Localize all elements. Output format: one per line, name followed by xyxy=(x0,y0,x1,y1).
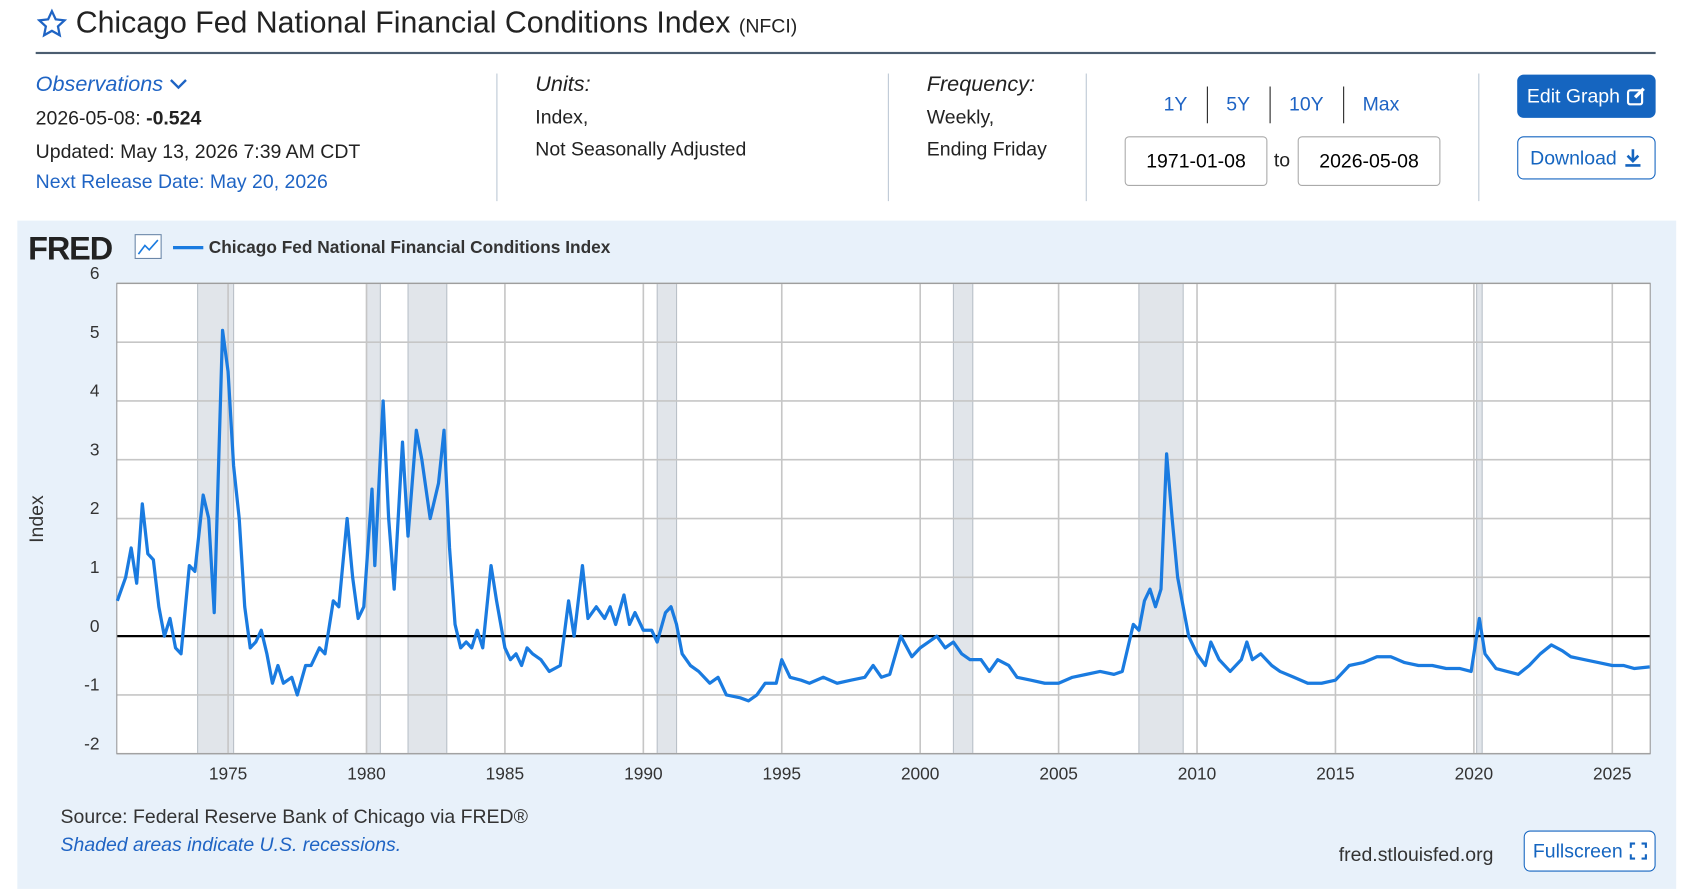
fullscreen-button[interactable]: Fullscreen xyxy=(1523,830,1656,872)
range-1y[interactable]: 1Y xyxy=(1163,93,1188,115)
title: Chicago Fed National Financial Condition… xyxy=(76,5,798,40)
y-tick-label: 2 xyxy=(90,498,100,518)
separator xyxy=(1206,86,1208,124)
series-code: (NFCI) xyxy=(738,15,798,37)
separator xyxy=(887,73,889,202)
y-tick-label: 6 xyxy=(90,263,100,283)
y-tick-label: 5 xyxy=(90,322,100,342)
start-date-input[interactable]: 1971-01-08 xyxy=(1124,136,1268,187)
observations-label[interactable]: Observations xyxy=(35,72,164,97)
end-date-input[interactable]: 2026-05-08 xyxy=(1297,136,1441,187)
source: Source: Federal Reserve Bank of Chicago … xyxy=(61,806,529,828)
title-rule xyxy=(35,51,1656,55)
date-to: to xyxy=(1273,149,1291,171)
range-5y[interactable]: 5Y xyxy=(1226,93,1251,115)
download-button[interactable]: Download xyxy=(1517,136,1656,180)
frequency-line: Ending Friday xyxy=(926,138,1047,161)
x-tick-label: 1995 xyxy=(763,764,801,784)
y-axis-label: Index xyxy=(26,495,48,543)
x-tick-label: 1985 xyxy=(486,764,524,784)
y-tick-label: -2 xyxy=(84,733,99,753)
download-icon xyxy=(1625,149,1641,167)
fullscreen-label[interactable]: Fullscreen xyxy=(1532,839,1623,862)
x-tick-label: 1975 xyxy=(209,764,247,784)
fred-logo: FRED xyxy=(28,231,113,267)
frequency-label: Frequency: xyxy=(926,72,1035,97)
separator xyxy=(1343,86,1345,124)
x-tick-label: 2020 xyxy=(1455,764,1493,784)
y-tick-label: 3 xyxy=(90,439,100,459)
units-label: Units: xyxy=(535,72,591,97)
download-label[interactable]: Download xyxy=(1530,146,1617,169)
series-line xyxy=(115,328,1650,703)
y-tick-label: 0 xyxy=(90,616,100,636)
legend-label: Chicago Fed National Financial Condition… xyxy=(209,237,611,257)
range-max[interactable]: Max xyxy=(1362,93,1400,115)
recession-note: Shaded areas indicate U.S. recessions. xyxy=(61,834,402,856)
site: fred.stlouisfed.org xyxy=(1339,844,1494,866)
separator xyxy=(1085,73,1087,202)
edit-label[interactable]: Edit Graph xyxy=(1526,84,1620,107)
separator xyxy=(496,73,498,202)
units-line: Index, xyxy=(535,105,589,128)
logo-icon xyxy=(134,234,162,259)
x-tick-label: 2010 xyxy=(1178,764,1216,784)
separator xyxy=(1478,73,1480,202)
latest-observation: 2026-05-08: -0.524 xyxy=(36,107,202,130)
x-tick-label: 2015 xyxy=(1316,764,1354,784)
y-tick-label: 4 xyxy=(90,381,100,401)
y-tick-label: -1 xyxy=(84,675,99,695)
range-10y[interactable]: 10Y xyxy=(1289,93,1324,115)
observations-toggle[interactable]: Observations xyxy=(36,72,189,97)
units-line: Not Seasonally Adjusted xyxy=(535,138,747,161)
updated: Updated: May 13, 2026 7:39 AM CDT xyxy=(35,140,361,163)
x-tick-label: 2025 xyxy=(1593,764,1631,784)
x-tick-label: 2005 xyxy=(1039,764,1077,784)
edit-graph-button[interactable]: Edit Graph xyxy=(1517,74,1656,118)
obs-date: 2026-05-08: xyxy=(35,107,141,129)
x-tick-label: 1980 xyxy=(347,764,385,784)
favorite-star[interactable] xyxy=(36,8,68,39)
fullscreen-icon xyxy=(1629,842,1647,860)
separator xyxy=(1269,86,1271,124)
next-release[interactable]: Next Release Date: May 20, 2026 xyxy=(35,170,328,193)
edit-icon xyxy=(1626,87,1645,106)
plot-border xyxy=(116,282,1651,755)
chevron xyxy=(170,79,188,90)
frequency-line: Weekly, xyxy=(926,105,995,128)
title-text: Chicago Fed National Financial Condition… xyxy=(75,5,731,39)
y-tick-label: 1 xyxy=(90,557,100,577)
obs-value: -0.524 xyxy=(146,107,202,129)
x-tick-label: 1990 xyxy=(624,764,662,784)
x-tick-label: 2000 xyxy=(901,764,939,784)
